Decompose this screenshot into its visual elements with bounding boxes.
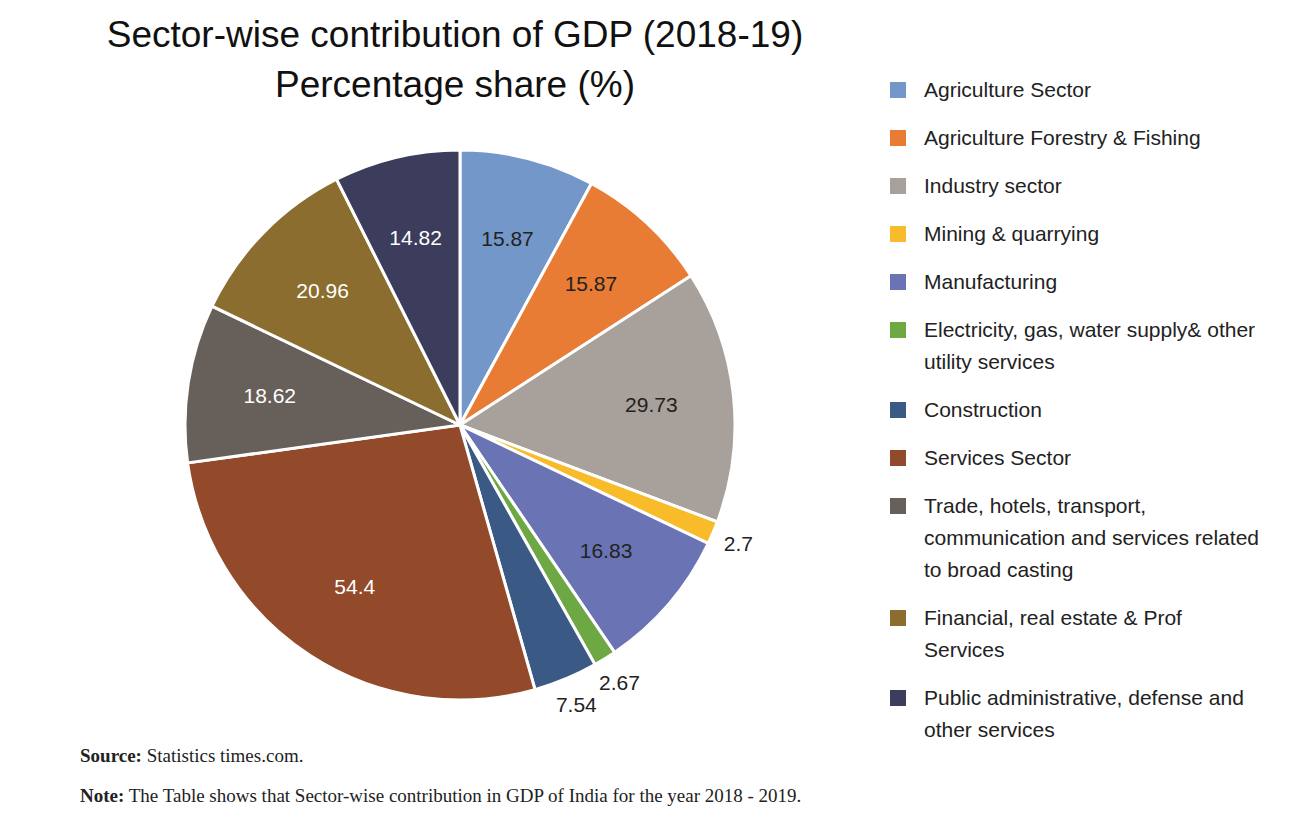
html-text:Source: Statistics times.com.: Source: Statistics times.com. (80, 745, 304, 766)
html-text:Agriculture Sector: Agriculture Sector (924, 78, 1091, 101)
html-text:Note: The Table shows that Sec: Note: The Table shows that Sector-wise c… (80, 785, 802, 806)
svg-text:15.87: 15.87 (481, 227, 534, 250)
html-text:Sector-wise contribution of GD: Sector-wise contribution of GDP (2018-19… (106, 14, 804, 55)
html-text:Manufacturing: Manufacturing (924, 270, 1058, 293)
html-text:Public administrative, defense: Public administrative, defense and other… (924, 686, 1244, 741)
svg-text:7.54: 7.54 (556, 693, 597, 716)
svg-text:2.7: 2.7 (724, 532, 753, 555)
html-text:Financial, real estate & Prof: Financial, real estate & Prof Services (924, 606, 1182, 661)
html-text:Services Sector: Services Sector (924, 446, 1072, 469)
html-text:Percentage share (%): Percentage share (%) (275, 64, 635, 105)
svg-text:29.73: 29.73 (625, 393, 678, 416)
html-text:Agriculture Forestry & Fishing: Agriculture Forestry & Fishing (924, 126, 1201, 149)
svg-text:20.96: 20.96 (296, 279, 349, 302)
html-text:Construction: Construction (924, 398, 1042, 421)
html-text:Electricity, gas, water supply: Electricity, gas, water supply& other ut… (924, 318, 1256, 373)
html-text:Mining & quarrying: Mining & quarrying (924, 222, 1100, 245)
html-text:Trade, hotels, transport, comm: Trade, hotels, transport, communication … (924, 494, 1259, 581)
html-text:Industry sector: Industry sector (924, 174, 1062, 197)
svg-text:54.4: 54.4 (334, 575, 375, 598)
svg-text:16.83: 16.83 (580, 539, 633, 562)
svg-text:18.62: 18.62 (244, 384, 297, 407)
svg-text:2.67: 2.67 (599, 671, 640, 694)
svg-text:14.82: 14.82 (389, 226, 442, 249)
svg-text:15.87: 15.87 (565, 272, 618, 295)
